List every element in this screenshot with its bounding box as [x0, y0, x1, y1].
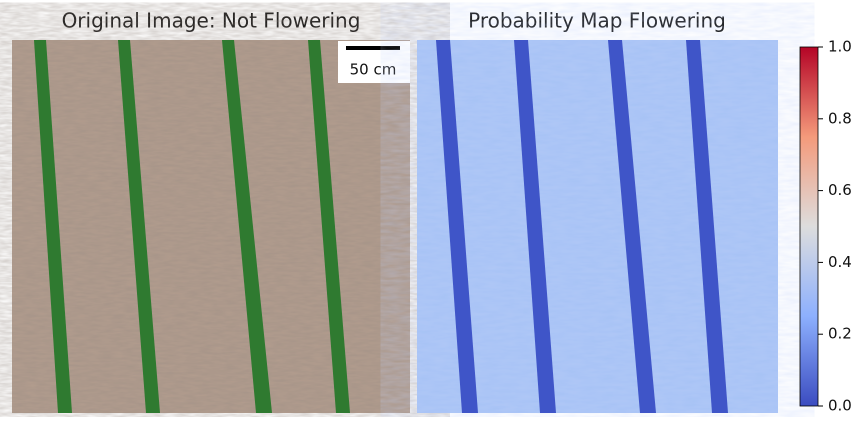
original-image	[12, 40, 410, 413]
tick-label: 1.0	[828, 38, 852, 56]
tick-label: 0.8	[828, 109, 852, 127]
panel-title: Original Image: Not Flowering	[62, 9, 361, 33]
probability-map	[417, 40, 778, 413]
colorbar	[800, 47, 818, 406]
panel-title: Probability Map Flowering	[468, 9, 726, 33]
tick-label: 0.0	[828, 397, 852, 415]
scale-bar-label: 50 cm	[350, 61, 397, 79]
tick-label: 0.4	[828, 253, 852, 271]
scale-bar: 50 cm	[338, 41, 410, 83]
tick-label: 0.2	[828, 325, 852, 343]
tick-label: 0.6	[828, 181, 852, 199]
figure: Original Image: Not Flowering Probabilit…	[0, 0, 865, 417]
